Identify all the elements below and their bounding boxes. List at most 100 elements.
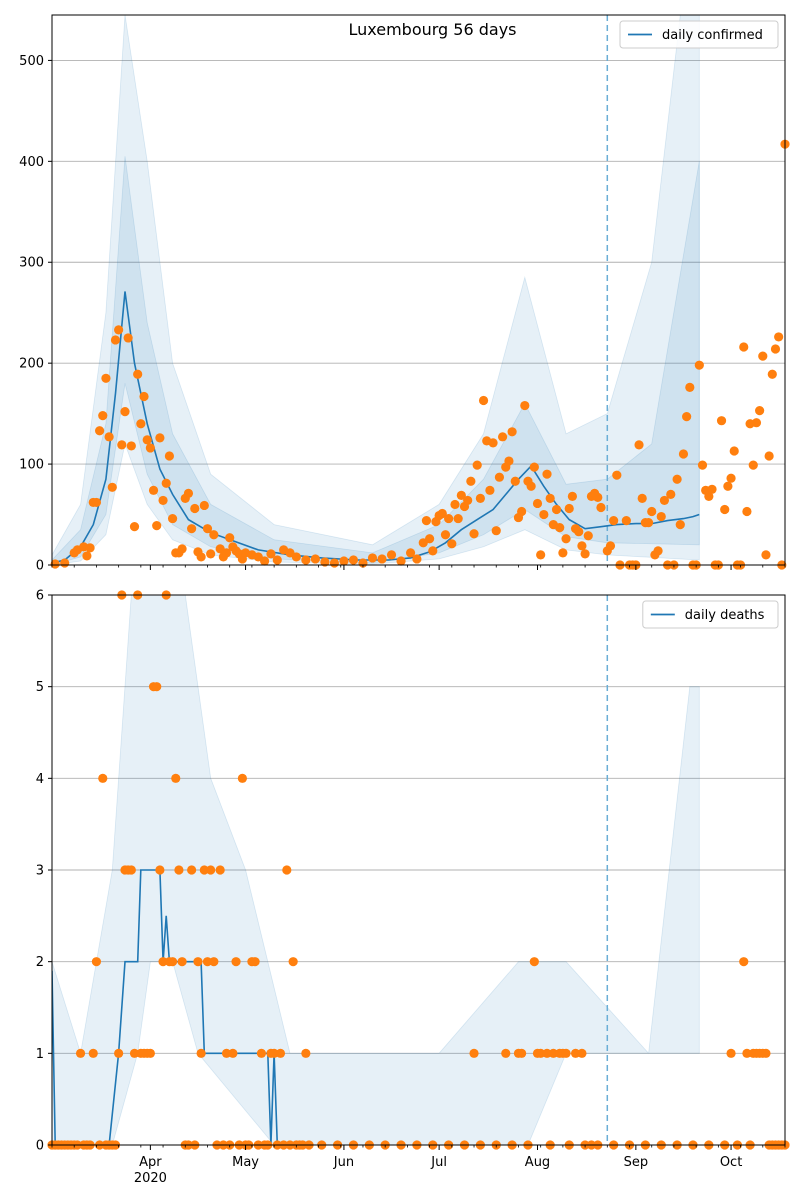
data-point	[396, 556, 406, 566]
data-point	[520, 400, 530, 411]
data-point	[739, 957, 749, 967]
data-point	[171, 773, 181, 783]
data-point	[152, 521, 162, 531]
data-point	[206, 549, 216, 559]
data-point	[659, 495, 670, 506]
data-point	[450, 499, 460, 510]
data-point	[761, 1048, 771, 1058]
data-point	[453, 513, 463, 524]
data-point	[526, 481, 536, 491]
data-point	[269, 1048, 279, 1058]
series-line	[52, 869, 284, 1145]
observed-points	[47, 590, 790, 1150]
data-point	[133, 369, 143, 379]
y-tick-label: 100	[19, 458, 44, 473]
data-point	[697, 460, 708, 470]
legend-box	[642, 600, 779, 629]
data-point	[339, 556, 349, 566]
data-point	[447, 539, 457, 549]
data-point	[469, 1048, 479, 1058]
data-point	[85, 543, 95, 553]
data-point	[666, 489, 676, 499]
data-point	[237, 773, 247, 783]
legend-label: daily confirmed	[662, 28, 763, 43]
data-point	[104, 432, 114, 442]
data-point	[158, 495, 168, 506]
data-point	[758, 351, 768, 361]
y-tick-label: 0	[36, 1139, 44, 1154]
data-point	[250, 957, 260, 967]
data-point	[720, 504, 730, 515]
data-point	[517, 1048, 527, 1058]
data-point	[88, 1048, 98, 1058]
data-point	[555, 523, 565, 533]
y-tick-label: 400	[19, 155, 44, 170]
data-point	[542, 1048, 552, 1058]
data-point	[751, 418, 762, 428]
data-point	[742, 506, 752, 517]
legend-box	[619, 20, 779, 49]
data-point	[187, 524, 197, 534]
legend: daily confirmed	[619, 20, 779, 49]
data-point	[726, 1048, 736, 1058]
data-point	[583, 531, 593, 541]
data-point	[155, 865, 165, 875]
data-point	[494, 472, 505, 482]
data-point	[288, 957, 298, 967]
data-point	[764, 451, 774, 461]
data-point	[107, 482, 117, 492]
uncertainty-band	[52, 595, 700, 1145]
data-point	[377, 554, 387, 564]
data-point	[152, 682, 162, 692]
data-point	[129, 522, 140, 532]
data-point	[155, 433, 165, 443]
data-point	[348, 555, 359, 565]
y-tick-label: 2	[36, 955, 44, 970]
data-point	[126, 441, 136, 451]
data-point	[167, 513, 178, 524]
data-point	[707, 484, 717, 494]
data-point	[478, 395, 489, 406]
data-point	[437, 508, 447, 519]
data-point	[260, 556, 270, 566]
x-tick-label: Jul	[430, 1155, 447, 1170]
data-point	[148, 485, 159, 495]
y-tick-label: 200	[19, 357, 44, 372]
data-point	[386, 550, 397, 560]
data-point	[225, 533, 235, 543]
data-point	[774, 332, 784, 342]
data-point	[469, 529, 479, 539]
y-tick-label: 0	[36, 559, 44, 574]
data-point	[117, 440, 127, 450]
data-point	[542, 469, 552, 479]
data-point	[770, 344, 781, 354]
data-point	[183, 488, 194, 498]
data-point	[174, 865, 184, 875]
data-point	[164, 451, 175, 461]
data-point	[621, 515, 631, 526]
data-point	[577, 1048, 587, 1058]
data-point	[529, 462, 539, 472]
data-point	[129, 1048, 140, 1058]
data-point	[653, 546, 663, 556]
data-point	[161, 478, 171, 488]
data-point	[561, 1048, 571, 1058]
y-tick-label: 500	[19, 54, 44, 69]
data-point	[605, 541, 616, 551]
data-point	[367, 553, 378, 563]
data-point	[187, 865, 197, 875]
data-point	[145, 1048, 155, 1058]
data-point	[723, 481, 733, 491]
data-point	[215, 865, 225, 875]
data-point	[564, 503, 574, 514]
data-point	[320, 557, 330, 567]
data-point	[139, 391, 149, 402]
data-point	[475, 493, 485, 503]
data-point	[199, 500, 209, 511]
data-point	[580, 549, 590, 559]
y-tick-label: 300	[19, 256, 44, 271]
data-point	[282, 865, 292, 875]
data-point	[577, 541, 587, 551]
confirmed-chart-panel: 0 100 200 300 400 500 Luxembourg 56 days daily …	[19, 14, 790, 574]
